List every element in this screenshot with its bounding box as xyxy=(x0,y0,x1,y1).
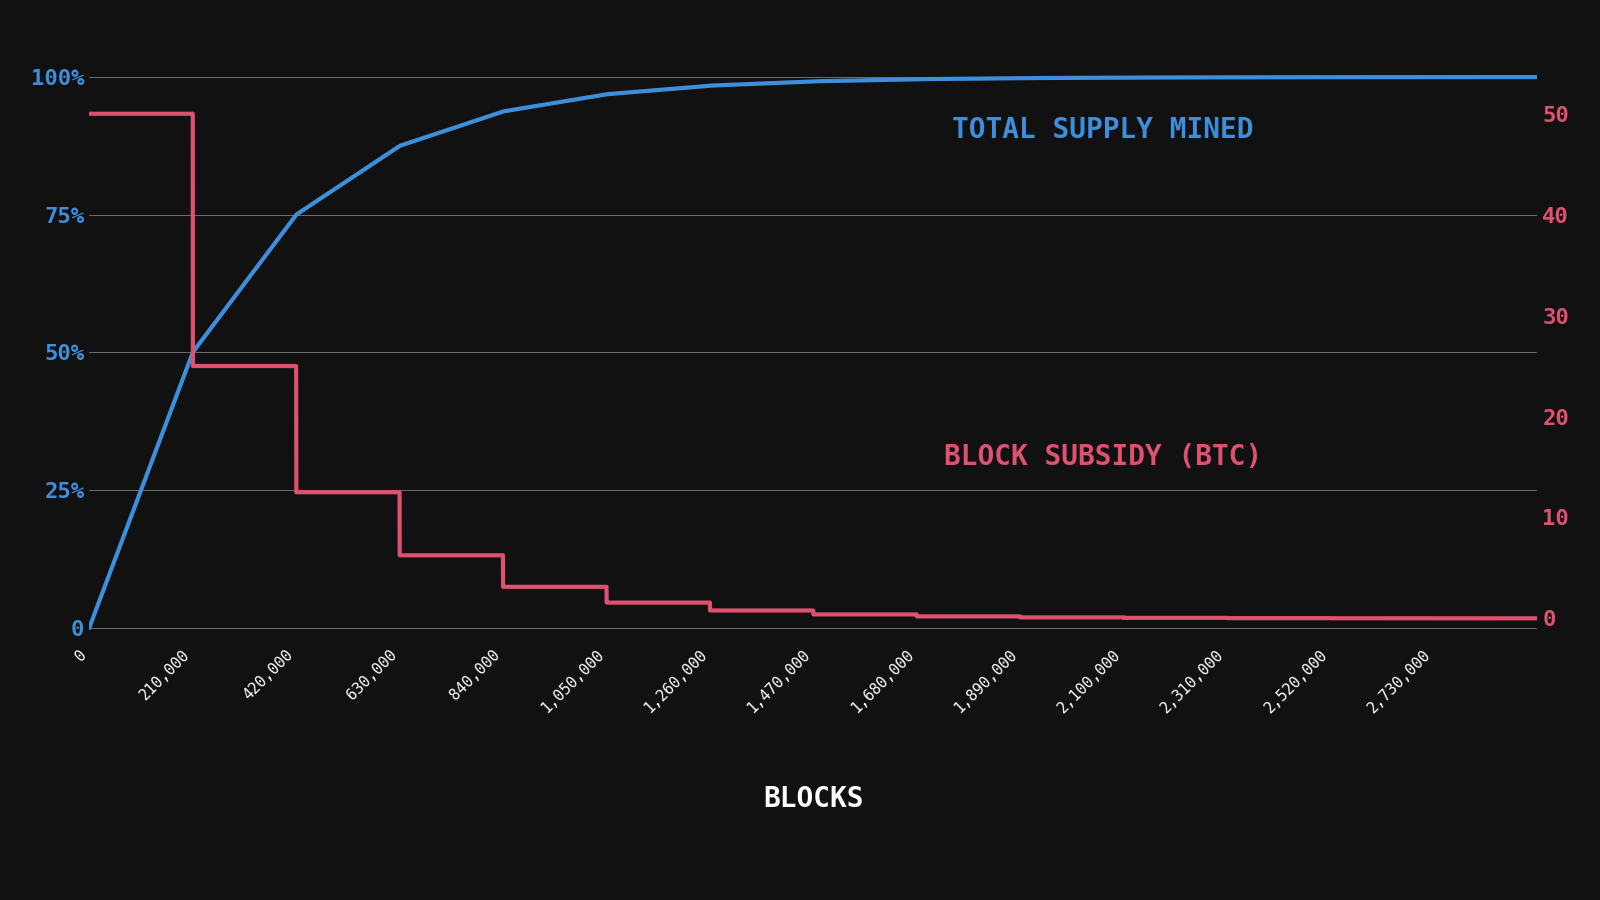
Text: BLOCK SUBSIDY (BTC): BLOCK SUBSIDY (BTC) xyxy=(944,443,1262,471)
Text: TOTAL SUPPLY MINED: TOTAL SUPPLY MINED xyxy=(952,116,1254,144)
X-axis label: BLOCKS: BLOCKS xyxy=(763,785,864,813)
